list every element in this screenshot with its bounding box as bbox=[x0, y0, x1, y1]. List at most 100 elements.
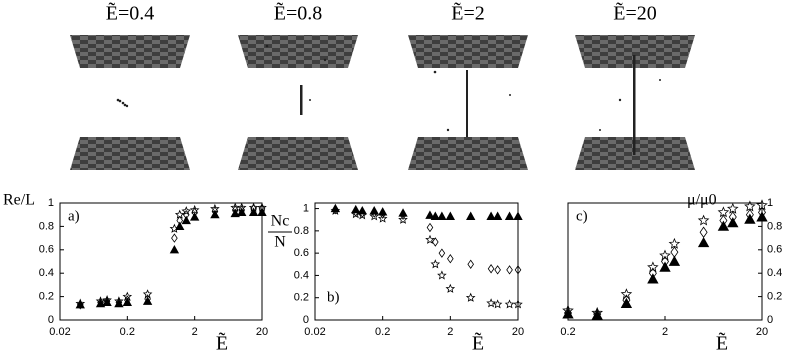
snapshot bbox=[238, 35, 358, 170]
data-point bbox=[506, 265, 513, 275]
x-tick-label: 2 bbox=[447, 326, 453, 338]
plate bbox=[408, 137, 528, 170]
data-point bbox=[350, 209, 361, 219]
data-point bbox=[447, 254, 454, 264]
panel-label: c) bbox=[576, 208, 588, 224]
y-tick-label: 0.6 bbox=[39, 244, 54, 256]
data-point bbox=[426, 222, 434, 233]
data-point bbox=[697, 236, 710, 248]
y-tick-label: 1 bbox=[767, 197, 773, 209]
y-tick-label: 0.8 bbox=[39, 220, 54, 232]
snapshot bbox=[70, 35, 190, 170]
x-tick-label: 0.2 bbox=[120, 326, 135, 338]
data-point bbox=[445, 283, 456, 293]
data-point bbox=[465, 292, 476, 302]
data-point bbox=[181, 206, 192, 216]
data-point bbox=[95, 298, 106, 308]
y-tick-label: 0.2 bbox=[39, 291, 54, 303]
data-point bbox=[75, 299, 85, 309]
y-tick-label: 0.8 bbox=[767, 220, 782, 232]
snapshot-title: Ẽ=20 bbox=[613, 1, 657, 25]
data-point bbox=[425, 234, 435, 244]
data-point bbox=[659, 261, 671, 272]
data-point bbox=[513, 211, 523, 220]
panel-label: a) bbox=[68, 208, 80, 224]
data-point bbox=[514, 265, 522, 275]
snapshot bbox=[575, 35, 695, 170]
snapshot-title: Ẽ=0.4 bbox=[106, 1, 155, 25]
particles bbox=[433, 70, 511, 137]
data-point bbox=[466, 211, 476, 220]
x-tick-label: 0.2 bbox=[560, 326, 575, 338]
data-point bbox=[181, 215, 191, 225]
data-point bbox=[189, 212, 200, 221]
data-point bbox=[659, 249, 671, 261]
y-tick-label: 0.2 bbox=[767, 291, 782, 303]
data-point bbox=[332, 204, 339, 215]
data-point bbox=[437, 211, 447, 220]
data-point bbox=[438, 248, 446, 258]
data-point bbox=[620, 288, 633, 300]
plate bbox=[238, 137, 358, 170]
y-tick-label: 0 bbox=[303, 314, 309, 326]
data-point bbox=[142, 296, 153, 305]
data-point bbox=[513, 299, 523, 309]
y-axis-label-numerator: Nc bbox=[271, 213, 290, 230]
data-point bbox=[744, 213, 756, 224]
data-point bbox=[620, 297, 633, 309]
panel-label: b) bbox=[327, 289, 340, 305]
data-point bbox=[377, 213, 388, 223]
data-point bbox=[467, 259, 474, 269]
data-point bbox=[399, 210, 407, 220]
y-tick-label: 1 bbox=[303, 202, 309, 214]
x-tick-label: 20 bbox=[512, 326, 524, 338]
data-point bbox=[169, 244, 180, 254]
data-point bbox=[668, 237, 681, 249]
x-tick-label: 20 bbox=[256, 326, 268, 338]
y-tick-label: 1 bbox=[48, 197, 54, 209]
data-point bbox=[487, 264, 495, 274]
particles bbox=[116, 98, 129, 108]
data-point bbox=[726, 202, 739, 214]
data-point bbox=[756, 211, 768, 222]
data-point bbox=[445, 211, 456, 220]
data-point bbox=[744, 200, 756, 212]
data-point bbox=[486, 298, 496, 308]
x-tick-label: 2 bbox=[192, 326, 198, 338]
y-tick-label: 0 bbox=[767, 314, 773, 326]
plot-frame bbox=[59, 202, 263, 321]
x-axis-label: Ẽ bbox=[716, 331, 728, 355]
y-tick-label: 0.4 bbox=[294, 269, 309, 281]
data-point bbox=[430, 211, 441, 220]
data-point bbox=[504, 211, 515, 220]
data-point bbox=[369, 211, 379, 221]
data-point bbox=[114, 298, 124, 308]
data-point bbox=[142, 289, 153, 299]
data-point bbox=[699, 226, 708, 238]
x-axis-label: Ẽ bbox=[472, 331, 484, 355]
snapshot-title: Ẽ=0.8 bbox=[274, 1, 323, 25]
y-axis-label: μ/μ0 bbox=[687, 192, 717, 209]
x-tick-label: 0.02 bbox=[304, 326, 325, 338]
data-point bbox=[248, 207, 259, 216]
data-point bbox=[357, 210, 368, 220]
data-point bbox=[591, 309, 603, 320]
data-point bbox=[727, 217, 739, 228]
particles bbox=[599, 55, 661, 155]
data-point bbox=[175, 221, 185, 231]
data-point bbox=[494, 265, 501, 275]
data-point bbox=[237, 207, 247, 216]
data-point bbox=[562, 308, 574, 319]
data-point bbox=[670, 246, 679, 258]
data-point bbox=[171, 233, 178, 243]
y-tick-label: 0.6 bbox=[767, 244, 782, 256]
data-point bbox=[210, 209, 220, 219]
plot-frame bbox=[314, 202, 519, 321]
y-tick-label: 0.8 bbox=[294, 225, 309, 237]
data-point bbox=[437, 270, 447, 280]
data-point bbox=[430, 259, 441, 269]
data-point bbox=[717, 220, 730, 231]
y-axis-label: Re/L bbox=[3, 192, 35, 209]
y-tick-label: 0.2 bbox=[294, 292, 309, 304]
